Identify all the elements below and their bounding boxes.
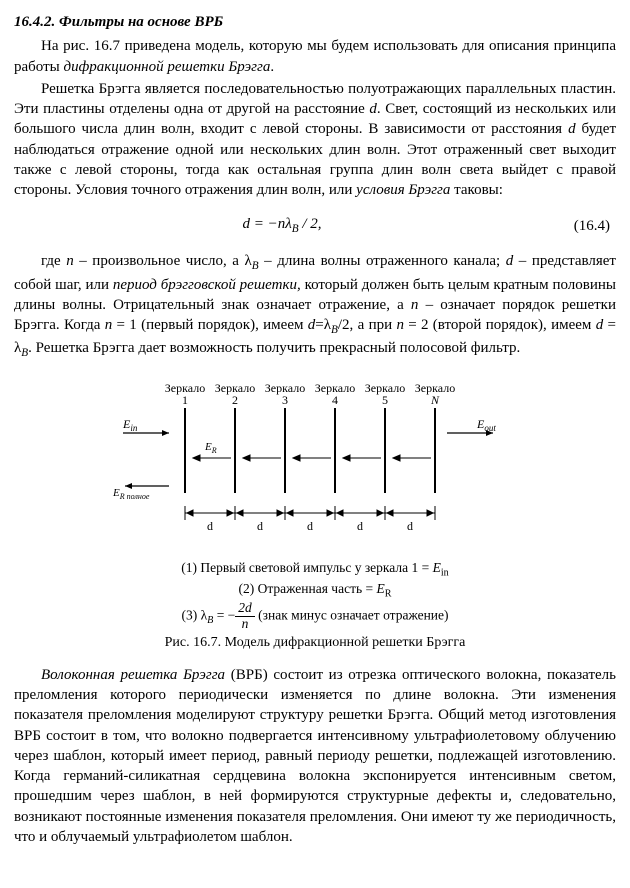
- fig-note2-b: E: [377, 581, 385, 596]
- p3-n4: n: [396, 317, 404, 333]
- mirror-num-1: 1: [182, 393, 188, 407]
- p3-bsub: B: [252, 260, 259, 272]
- fig-note3-c: (знак минус означает отражение): [255, 608, 449, 623]
- p1-end: .: [270, 59, 274, 75]
- mirror-num-3: 3: [282, 393, 288, 407]
- p4-body: (ВРБ) состоит из отрезка оптического вол…: [14, 667, 616, 845]
- p3-l: . Решетка Брэгга дает возможность получи…: [28, 340, 520, 356]
- mirror-num-N: N: [430, 393, 440, 407]
- fig-note-1: (1) Первый световой импульс у зеркала 1 …: [105, 559, 525, 580]
- eq-sub: B: [292, 223, 299, 235]
- figure-caption: Рис. 16.7. Модель дифракционной решетки …: [105, 634, 525, 653]
- eq-tail: / 2,: [299, 216, 322, 232]
- section-number: 16.4.2.: [14, 14, 55, 30]
- fig-E-in: Ein: [122, 417, 138, 433]
- fig-note3-num: 2d: [235, 601, 255, 617]
- fig-d-5: d: [407, 519, 413, 533]
- p2-em: условия Брэгга: [356, 182, 450, 198]
- fig-note3-frac: 2dn: [235, 601, 255, 632]
- mirror-num-2: 2: [232, 393, 238, 407]
- mirror-num-5: 5: [382, 393, 388, 407]
- p2-d-var2: d: [568, 121, 576, 137]
- paragraph-1: На рис. 16.7 приведена модель, которую м…: [14, 36, 616, 77]
- p2-d: таковы:: [450, 182, 503, 198]
- p3-hsub: B: [331, 324, 338, 336]
- p3-n: n: [66, 253, 74, 269]
- fig-note-3: (3) λB = −2dn (знак минус означает отраж…: [105, 601, 525, 632]
- p1-em: дифракционной решетки Брэгга: [63, 59, 270, 75]
- eq-body: d = −nλB / 2,: [242, 214, 321, 237]
- fig-note3-a: (3) λ: [181, 608, 207, 623]
- p3-b: – произвольное число, а λ: [74, 253, 252, 269]
- fig-d-2: d: [257, 519, 263, 533]
- fig-note2-c: R: [385, 589, 392, 600]
- section-heading: Фильтры на основе ВРБ: [59, 14, 223, 30]
- fig-note1-b: E: [433, 560, 441, 575]
- p3-c: – длина волны отраженного канала;: [259, 253, 506, 269]
- p2-d-var: d: [369, 101, 377, 117]
- fig-E-R-full: ER полное: [112, 487, 150, 501]
- paragraph-2: Решетка Брэгга является последовательнос…: [14, 79, 616, 201]
- p3-j: = 2 (второй порядок), имеем: [404, 317, 596, 333]
- fig-note1-c: in: [441, 567, 449, 578]
- fig-d-3: d: [307, 519, 313, 533]
- p3-a: где: [41, 253, 66, 269]
- mirror-num-4: 4: [332, 393, 338, 407]
- p3-h: =λ: [315, 317, 331, 333]
- eq-text: d = −nλ: [242, 216, 291, 232]
- paragraph-3: где n – произвольное число, а λB – длина…: [14, 251, 616, 361]
- fig-d-4: d: [357, 519, 363, 533]
- p4-em: Волоконная решетка Брэгга: [41, 667, 225, 683]
- equation-16-4: d = −nλB / 2, (16.4): [14, 214, 616, 237]
- eq-number: (16.4): [550, 216, 616, 236]
- fig-note3-den: n: [235, 617, 255, 632]
- section-title: 16.4.2. Фильтры на основе ВРБ: [14, 12, 616, 32]
- p3-i: /2, а при: [338, 317, 397, 333]
- p3-em1: период брэгговской решетки,: [113, 277, 301, 293]
- fig-note-2: (2) Отраженная часть = ER: [105, 580, 525, 601]
- bragg-diagram: Зеркало Зеркало Зеркало Зеркало Зеркало …: [105, 378, 525, 553]
- p3-g: = 1 (первый порядок), имеем: [112, 317, 308, 333]
- fig-E-R: ER: [204, 441, 217, 455]
- fig-note3-b: = −: [213, 608, 235, 623]
- fig-note2-a: (2) Отраженная часть =: [238, 581, 376, 596]
- fig-note1-a: (1) Первый световой импульс у зеркала 1 …: [181, 560, 432, 575]
- fig-d-1: d: [207, 519, 213, 533]
- figure-16-7: Зеркало Зеркало Зеркало Зеркало Зеркало …: [105, 378, 525, 653]
- paragraph-4: Волоконная решетка Брэгга (ВРБ) состоит …: [14, 665, 616, 847]
- figure-notes: (1) Первый световой импульс у зеркала 1 …: [105, 559, 525, 632]
